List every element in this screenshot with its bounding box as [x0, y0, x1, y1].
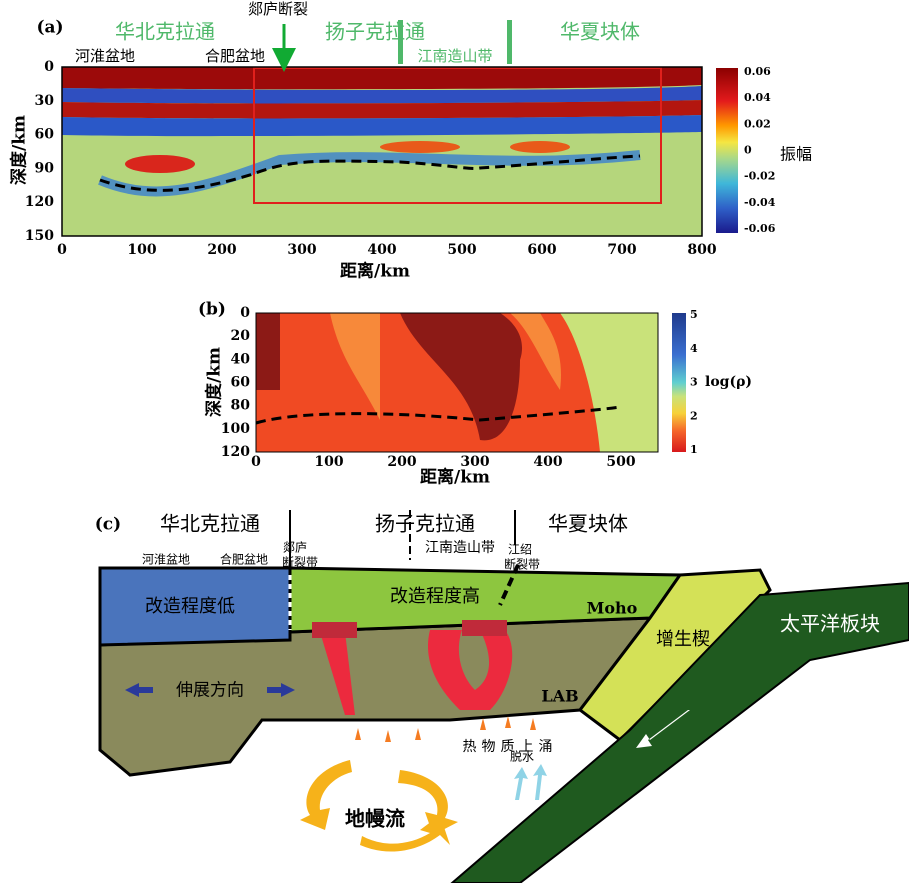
basin-label: 合肥盆地 — [220, 552, 268, 567]
x-tick-label: 600 — [527, 242, 556, 258]
y-tick-label: 30 — [35, 93, 55, 109]
colorbar-tick-label: 5 — [690, 308, 698, 321]
basin-label: 合肥盆地 — [205, 47, 265, 65]
x-tick-label: 200 — [207, 242, 236, 258]
colorbar-tick-label: 4 — [690, 342, 698, 355]
panel-label: (a) — [36, 18, 63, 38]
block-label: 华北克拉通 — [115, 20, 215, 44]
y-axis-label: 深度/km — [204, 347, 225, 417]
x-tick-label: 700 — [607, 242, 636, 258]
y-tick-label: 100 — [221, 421, 250, 437]
x-tick-label: 400 — [367, 242, 396, 258]
panel-label: (b) — [198, 300, 226, 320]
extension-label: 伸展方向 — [176, 681, 244, 701]
colorbar-tick-label: 0 — [744, 144, 752, 157]
block-label: 华夏块体 — [548, 512, 628, 536]
x-tick-label: 500 — [447, 242, 476, 258]
basin-label: 河淮盆地 — [142, 553, 190, 567]
colorbar-tick-label: 1 — [690, 443, 698, 456]
y-tick-label: 60 — [35, 127, 55, 143]
fault-label: 郯庐 — [283, 540, 307, 555]
lab-label: LAB — [541, 687, 578, 706]
upwelling-label: 热物质上涌 — [463, 739, 558, 755]
region-label: 改造程度低 — [145, 596, 235, 617]
wedge-label: 增生楔 — [656, 629, 710, 650]
colorbar-tick-label: -0.02 — [744, 170, 775, 183]
x-tick-label: 300 — [460, 454, 489, 470]
colorbar-tick-label: 3 — [690, 376, 698, 389]
y-tick-label: 120 — [221, 444, 250, 460]
x-tick-label: 0 — [57, 242, 67, 258]
block-label: 扬子克拉通 — [375, 512, 475, 536]
colorbar-tick-label: -0.04 — [744, 196, 776, 209]
x-axis-label: 距离/km — [420, 467, 490, 488]
fault-label: 断裂带 — [504, 557, 540, 572]
fault-label: 断裂带 — [282, 555, 318, 570]
x-tick-label: 300 — [287, 242, 316, 258]
colorbar-tick-label: 0.04 — [744, 91, 771, 104]
colorbar-tick-label: 0.06 — [744, 65, 771, 78]
moho-label: Moho — [587, 599, 638, 618]
panel-label: (c) — [95, 515, 121, 535]
y-tick-label: 90 — [35, 160, 55, 176]
y-axis-label: 深度/km — [9, 115, 30, 185]
x-tick-label: 100 — [314, 454, 343, 470]
orogen-label: 江南造山带 — [425, 540, 495, 556]
x-tick-label: 400 — [533, 454, 562, 470]
x-tick-label: 500 — [606, 454, 635, 470]
tectonic-cartoon — [98, 510, 909, 883]
region-label: 改造程度高 — [390, 586, 480, 607]
y-tick-label: 80 — [231, 398, 251, 414]
colorbar-tick-label: 2 — [690, 409, 698, 422]
x-tick-label: 100 — [127, 242, 156, 258]
y-tick-label: 150 — [25, 228, 54, 244]
colorbar-tick-label: 0.02 — [744, 117, 771, 130]
block-label: 华夏块体 — [560, 20, 640, 44]
fault-label: 江绍 — [508, 543, 532, 557]
x-tick-label: 0 — [251, 454, 261, 470]
block-label: 华北克拉通 — [160, 512, 260, 536]
plate-label: 太平洋板块 — [780, 612, 880, 636]
basin-label: 河淮盆地 — [75, 47, 135, 65]
x-axis-label: 距离/km — [340, 261, 410, 282]
seismic-image — [61, 20, 738, 237]
x-tick-label: 800 — [687, 242, 716, 258]
orogen-label: 江南造山带 — [417, 47, 492, 65]
colorbar-tick-label: -0.06 — [744, 222, 776, 235]
colorbar-label: log(ρ) — [705, 374, 752, 390]
x-tick-label: 200 — [387, 454, 416, 470]
resistivity-image — [255, 312, 686, 453]
block-label: 扬子克拉通 — [325, 20, 425, 44]
y-tick-label: 40 — [231, 351, 251, 367]
mantle-flow-label: 地幔流 — [345, 807, 405, 831]
y-tick-label: 120 — [25, 194, 54, 210]
dehydration-label: 脱水 — [510, 749, 534, 764]
fault-label: 郯庐断裂 — [248, 0, 308, 18]
y-tick-label: 60 — [231, 375, 251, 391]
colorbar-label: 振幅 — [780, 145, 812, 164]
y-tick-label: 0 — [240, 305, 250, 321]
y-tick-label: 20 — [231, 328, 251, 344]
y-tick-label: 0 — [44, 59, 54, 75]
